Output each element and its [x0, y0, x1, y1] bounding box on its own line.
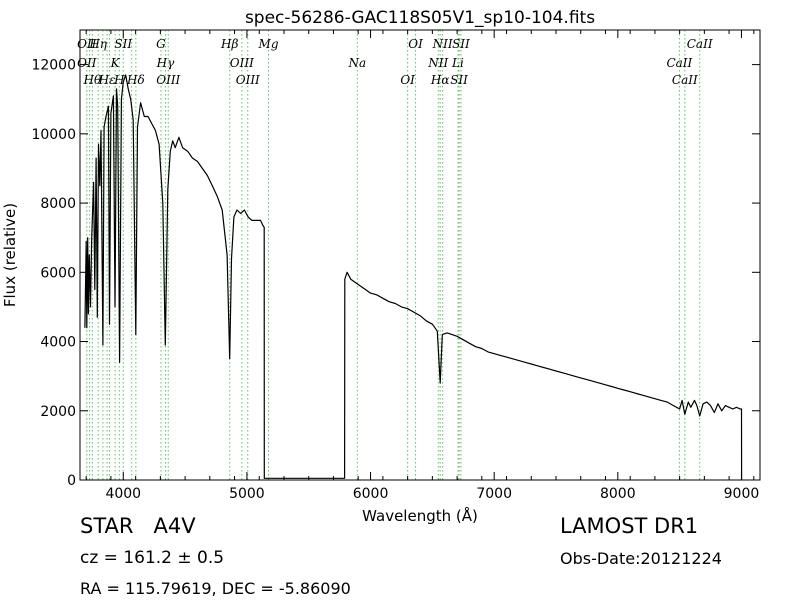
spectral-line-label: Hδ: [126, 73, 145, 87]
plot-frame: [79, 29, 761, 481]
spectral-line-label: OIII: [236, 73, 260, 87]
spectral-line-label: OIII: [230, 56, 254, 70]
spectral-line-label: OIII: [156, 73, 180, 87]
x-tick-label: 8000: [600, 486, 636, 502]
x-tick-label: 7000: [476, 486, 512, 502]
spectral-line-label: SII: [450, 73, 468, 87]
y-tick-label: 6000: [40, 265, 76, 281]
spectral-line-label: OI: [400, 73, 415, 87]
spectral-line-label: NII: [432, 37, 453, 51]
redshift-cz: cz = 161.2 ± 0.5: [80, 548, 225, 568]
y-axis-label: Flux (relative): [1, 203, 19, 307]
observation-date: Obs-Date:20121224: [560, 549, 722, 568]
spectral-line-label: Hθ: [83, 73, 102, 87]
x-tick-label: 4000: [105, 486, 141, 502]
spectral-line-label: CaII: [666, 56, 692, 70]
spectral-line-label: H: [113, 73, 125, 87]
y-tick-label: 12000: [31, 58, 76, 74]
spectral-line-label: G: [156, 37, 166, 51]
chart-title: spec-56286-GAC118S05V1_sp10-104.fits: [245, 8, 595, 28]
y-tick-label: 10000: [31, 127, 76, 143]
survey-name: LAMOST DR1: [560, 514, 699, 538]
spectrum-series: [84, 74, 743, 481]
x-tick-label: 6000: [353, 486, 389, 502]
spectrum-line: [84, 74, 743, 481]
ra-dec: RA = 115.79619, DEC = -5.86090: [80, 579, 351, 598]
spectral-line-label: CaII: [687, 37, 713, 51]
object-class: STAR A4V: [80, 514, 196, 538]
spectral-line-label: Hβ: [220, 37, 238, 51]
spectral-line-label: Hγ: [156, 56, 175, 70]
spectral-line-label: K: [110, 56, 121, 70]
y-tick-label: 8000: [40, 196, 76, 212]
x-axis-label: Wavelength (Å): [362, 506, 478, 525]
spectral-line-label: SII: [114, 37, 132, 51]
spectral-line-label: Hε: [98, 73, 116, 87]
x-tick-label: 5000: [229, 486, 265, 502]
spectral-line-label: Hη: [88, 37, 107, 51]
spectral-line-label: CaII: [672, 73, 698, 87]
spectral-line-labels: OII OII Hθ Hη Hε KH SII Hδ G Hγ OIII Hβ OIII OIII Mg Na…: [77, 37, 713, 87]
spectral-line-markers: [86, 30, 701, 480]
spectral-line-label: OII: [77, 56, 97, 70]
y-tick-label: 4000: [40, 335, 76, 351]
y-tick-label: 0: [67, 473, 76, 489]
spectral-line-label: Mg: [258, 37, 279, 51]
y-axis-ticks: 0 2000 4000 6000 8000 10000 12000: [31, 58, 760, 489]
y-tick-label: 2000: [40, 404, 76, 420]
spectral-line-label: OII: [77, 37, 97, 51]
spectral-line-label: Hα: [430, 73, 450, 87]
x-tick-label: 9000: [724, 486, 760, 502]
spectral-line-label: SII: [452, 37, 470, 51]
spectral-line-label: Li: [451, 56, 464, 70]
spectral-line-label: OI: [408, 37, 423, 51]
spectral-line-label: NII: [427, 56, 448, 70]
x-axis-ticks: 4000 5000 6000 7000 8000 9000: [85, 30, 760, 502]
spectral-line-label: Na: [347, 56, 366, 70]
